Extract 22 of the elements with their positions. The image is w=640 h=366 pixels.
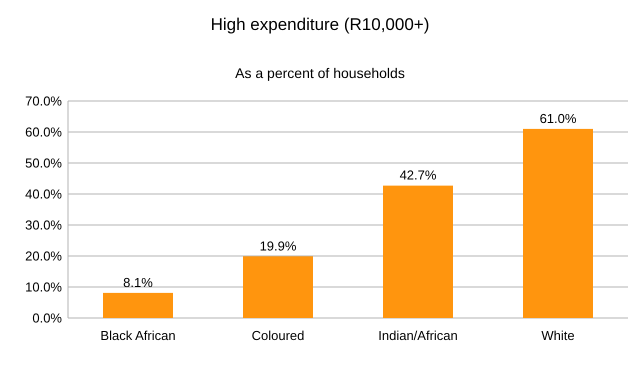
data-label: 19.9% (260, 238, 297, 254)
y-tick-label: 60.0% (25, 124, 62, 140)
chart-subtitle: As a percent of households (235, 65, 405, 81)
chart-title: High expenditure (R10,000+) (210, 15, 430, 34)
y-tick-label: 70.0% (25, 94, 62, 109)
bar (103, 292, 173, 318)
x-tick-label: Black African (100, 328, 176, 343)
bar (243, 256, 313, 318)
bar (523, 128, 593, 318)
y-tick-label: 50.0% (25, 156, 62, 171)
bar (383, 186, 453, 318)
x-tick-label: Coloured (252, 328, 304, 343)
data-label: 8.1% (123, 274, 154, 290)
y-tick-label: 40.0% (25, 186, 62, 202)
y-tick-label: 30.0% (25, 218, 62, 233)
y-tick-label: 0.0% (32, 310, 62, 326)
data-label: 42.7% (400, 168, 437, 183)
y-tick-label: 20.0% (25, 248, 62, 264)
x-tick-label: White (541, 328, 575, 343)
y-tick-label: 10.0% (25, 280, 62, 295)
x-tick-label: Indian/African (378, 328, 458, 343)
data-label: 61.0% (540, 110, 577, 126)
